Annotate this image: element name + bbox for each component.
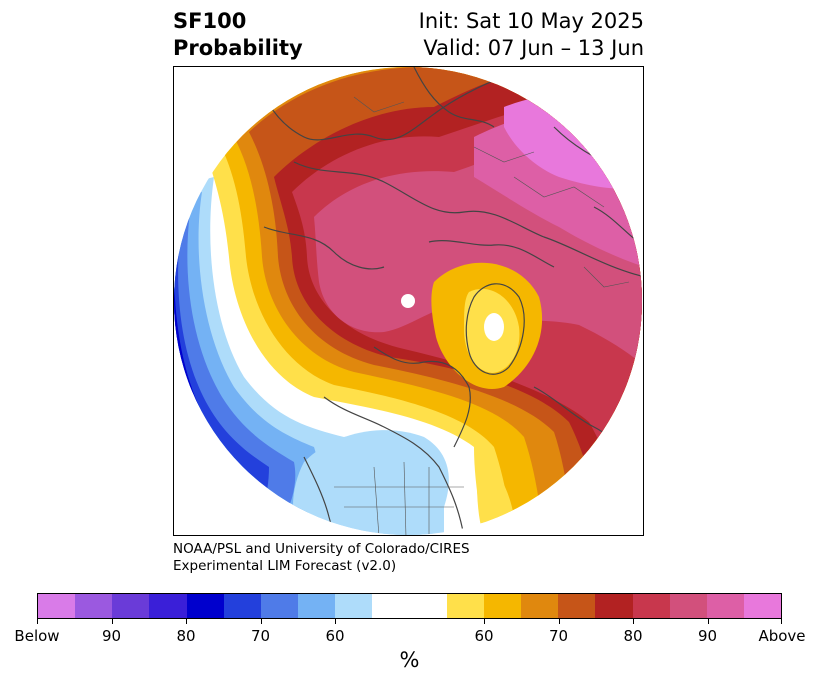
- credit-line-2: Experimental LIM Forecast (v2.0): [173, 558, 397, 574]
- colorbar-tick-label: 90: [101, 627, 122, 645]
- colorbar-segment: [521, 594, 559, 618]
- date-block: Init: Sat 10 May 2025 Valid: 07 Jun – 13…: [419, 8, 644, 62]
- colorbar-segment: [706, 594, 744, 618]
- colorbar-segment: [372, 594, 410, 618]
- coastlines: [253, 67, 642, 535]
- colorbar-segment: [446, 594, 484, 618]
- colorbar-tick: [707, 619, 709, 624]
- colorbar-segment: [75, 594, 113, 618]
- title-block: SF100 Probability: [173, 8, 303, 62]
- colorbar-tick-label: 80: [176, 627, 196, 645]
- probability-field: [174, 67, 642, 535]
- colorbar-segment: [632, 594, 670, 618]
- colorbar-tick-labels: Below 90 80 70 60 60 70 80 90 Above: [14, 627, 805, 647]
- colorbar-tick: [558, 619, 560, 624]
- colorbar-tick: [335, 619, 336, 624]
- credit-block: NOAA/PSL and University of Colorado/CIRE…: [173, 541, 470, 575]
- valid-range: Valid: 07 Jun – 13 Jun: [423, 36, 644, 60]
- colorbar-unit-label: %: [399, 648, 420, 672]
- colorbar-segment: [595, 594, 633, 618]
- colorbar-tick: [781, 619, 782, 624]
- colorbar-tick-label: 60: [325, 627, 345, 645]
- credit-line-1: NOAA/PSL and University of Colorado/CIRE…: [173, 541, 470, 557]
- colorbar-tick-label: Below: [14, 627, 60, 645]
- colorbar-segment: [483, 594, 522, 618]
- colorbar-ticks: [37, 619, 782, 629]
- title-type: Probability: [173, 36, 303, 60]
- colorbar-tick: [37, 619, 38, 624]
- colorbar-segment: [298, 594, 336, 618]
- colorbar-segment: [149, 594, 187, 618]
- colorbar-segment: [409, 594, 447, 618]
- colorbar-segment: [743, 594, 782, 618]
- colorbar-segment: [38, 594, 76, 618]
- colorbar-segment: [669, 594, 707, 618]
- north-pole-marker: [401, 294, 415, 308]
- greenland-white-spot: [484, 313, 504, 341]
- colorbar-segment: [112, 594, 150, 618]
- colorbar-tick-label: 70: [548, 627, 569, 645]
- colorbar-tick-label: 90: [697, 627, 718, 645]
- colorbar-tick: [633, 619, 634, 624]
- colorbar-segment: [335, 594, 373, 618]
- colorbar-tick: [111, 619, 113, 624]
- title-variable: SF100: [173, 9, 247, 33]
- colorbar-tick-label: Above: [758, 627, 806, 645]
- colorbar-tick-label: 60: [474, 627, 494, 645]
- colorbar-tick: [260, 619, 262, 624]
- colorbar-segment: [186, 594, 224, 618]
- init-date: Init: Sat 10 May 2025: [418, 9, 644, 33]
- us-below-60-region: [293, 430, 449, 535]
- forecast-map: [173, 66, 644, 536]
- colorbar-tick-label: 70: [250, 627, 271, 645]
- political-borders: [334, 96, 630, 535]
- colorbar-tick: [484, 619, 485, 624]
- colorbar-segment: [558, 594, 596, 618]
- colorbar-tick: [186, 619, 187, 624]
- colorbar-segment: [223, 594, 261, 618]
- colorbar: [37, 593, 782, 619]
- map-svg: [174, 67, 642, 535]
- colorbar-segment: [260, 594, 299, 618]
- colorbar-tick-label: 80: [623, 627, 643, 645]
